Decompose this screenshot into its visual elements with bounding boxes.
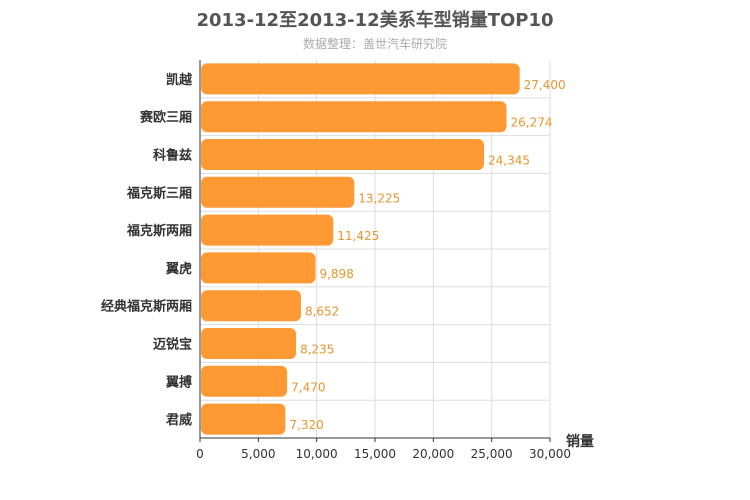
bar: [201, 252, 316, 284]
bar: [201, 101, 507, 133]
category-label: 福克斯三厢: [126, 185, 192, 201]
value-label: 8,235: [300, 343, 334, 357]
bar: [201, 176, 355, 208]
bar: [201, 403, 286, 435]
x-tick-label: 10,000: [296, 447, 338, 461]
x-tick-label: 20,000: [412, 447, 454, 461]
bars: 27,400 26,274 24,345 13,225 11,425 9,898 8,652…: [201, 63, 566, 435]
value-label: 27,400: [524, 78, 566, 92]
x-tick-label: 0: [196, 447, 204, 461]
bar: [201, 290, 301, 322]
value-label: 13,225: [358, 191, 400, 205]
bar: [201, 328, 297, 359]
value-label: 7,320: [289, 418, 323, 432]
x-tick-label: 5,000: [241, 447, 275, 461]
category-label: 君威: [166, 412, 192, 428]
x-tick-label: 30,000: [529, 447, 571, 461]
category-label: 翼搏: [165, 374, 192, 390]
chart-subtitle: 数据整理：盖世汽车研究院: [302, 37, 447, 51]
bar: [201, 365, 288, 397]
value-label: 26,274: [511, 116, 553, 130]
category-label: 科鲁兹: [153, 148, 192, 164]
chart-title: 2013-12至2013-12美系车型销量TOP10: [196, 10, 554, 31]
x-tick-label: 15,000: [354, 447, 396, 461]
category-label: 福克斯两厢: [126, 223, 192, 239]
bar: [201, 214, 334, 246]
value-label: 9,898: [319, 267, 353, 281]
value-label: 24,345: [488, 154, 530, 168]
bar: [201, 139, 485, 170]
category-label: 赛欧三厢: [139, 110, 192, 126]
category-label: 翼虎: [165, 261, 192, 277]
value-label: 8,652: [305, 305, 339, 319]
category-label: 迈锐宝: [153, 337, 192, 353]
x-axis-title: 销量: [566, 433, 594, 450]
bar: [201, 63, 520, 95]
value-label: 7,470: [291, 380, 325, 394]
value-label: 11,425: [337, 229, 379, 243]
x-tick-label: 25,000: [471, 447, 513, 461]
category-label: 凯越: [166, 72, 193, 88]
category-label: 经典福克斯两厢: [101, 299, 192, 315]
